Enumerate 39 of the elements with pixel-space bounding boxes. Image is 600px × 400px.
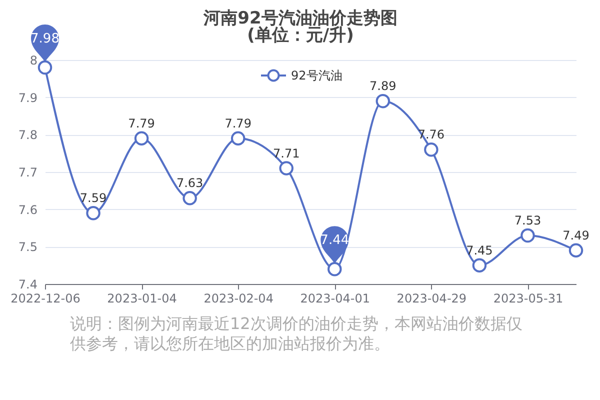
y-tick-label: 8 — [30, 54, 38, 68]
y-tick-label: 7.6 — [18, 202, 38, 217]
y-tick-label: 7.4 — [18, 278, 38, 292]
x-tick-label: 2023-02-04 — [204, 292, 274, 306]
data-label: 7.71 — [273, 146, 300, 160]
x-tick-label: 2023-01-04 — [107, 292, 177, 306]
point — [376, 94, 390, 108]
point — [472, 258, 487, 272]
y-tick-label: 7.8 — [18, 128, 38, 142]
y-tick-label: 7.7 — [18, 166, 38, 180]
y-tick-label: 7.9 — [18, 90, 38, 105]
data-label: 7.45 — [466, 243, 493, 258]
point — [568, 243, 584, 258]
point — [86, 206, 100, 220]
data-label: 7.79 — [224, 116, 252, 130]
point — [424, 142, 438, 157]
annotation: 7.44 — [320, 233, 350, 248]
x-tick-label: 2023-05-31 — [493, 292, 564, 306]
data-label: 7.89 — [370, 79, 396, 94]
point — [520, 228, 535, 243]
data-label: 7.53 — [514, 213, 542, 228]
x-tick-label: 2023-04-29 — [396, 292, 467, 306]
chart-subtitle: (单位：元/升) — [247, 25, 354, 46]
data-label: 7.59 — [80, 191, 107, 206]
point — [279, 161, 294, 176]
data-label: 7.63 — [176, 176, 204, 190]
x-tick-label: 2022-12-06 — [10, 292, 80, 306]
y-tick-label: 7.5 — [18, 240, 38, 254]
data-label: 7.79 — [128, 116, 155, 130]
point — [134, 131, 149, 146]
annotation: 7.98 — [30, 31, 60, 46]
point — [38, 60, 52, 75]
data-label: 7.49 — [562, 228, 590, 242]
text: 说明：图例为河南最近12次调价的油价走势，本网站油价数据仅供参考，请以您所在地区的加油站报价为准。 — [70, 314, 522, 353]
legend-label: 92号汽油 — [291, 68, 342, 82]
x-tick-label: 2023-04-01 — [300, 292, 370, 306]
point — [328, 262, 342, 276]
point — [230, 131, 246, 146]
point — [182, 191, 197, 206]
